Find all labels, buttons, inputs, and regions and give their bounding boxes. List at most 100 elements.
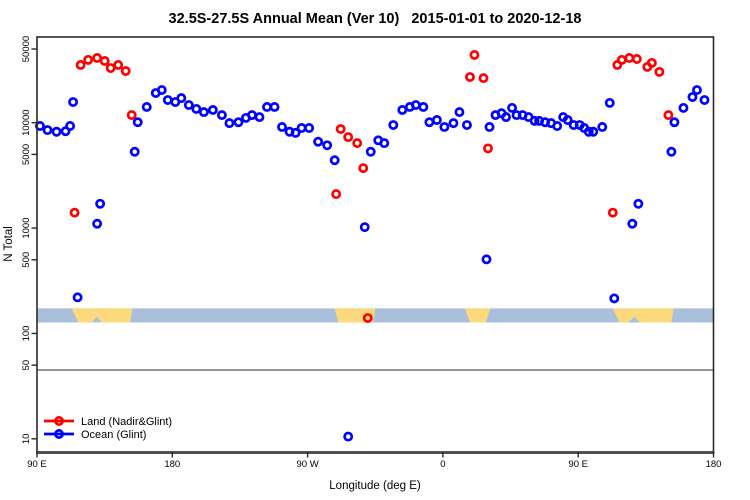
y-tick-label: 10	[21, 434, 32, 445]
ocean-point	[678, 102, 689, 113]
x-tick-label: 90 E	[27, 459, 47, 470]
ocean-point	[687, 92, 698, 103]
ocean-point	[162, 95, 173, 105]
x-tick-label: 90 E	[568, 459, 588, 470]
land-point	[92, 53, 103, 63]
land-point	[99, 56, 110, 66]
x-axis-ticks: 90 E 180 90 W 0 90 E 180	[27, 452, 721, 470]
land-point	[624, 53, 635, 63]
ocean-point	[247, 110, 257, 121]
ocean-point	[313, 136, 324, 147]
ocean-point	[448, 118, 459, 129]
ocean-point	[141, 101, 152, 112]
y-axis-label: N Total	[3, 226, 15, 262]
land-point	[352, 138, 363, 149]
land-point	[358, 163, 369, 174]
ocean-point	[431, 115, 442, 125]
y-tick-label: 50	[21, 360, 32, 371]
land-point	[607, 207, 618, 218]
ocean-point	[329, 155, 340, 166]
ocean-point	[51, 126, 62, 137]
land-point	[478, 73, 489, 84]
ocean-point	[65, 121, 76, 131]
plot-border	[36, 36, 715, 454]
ocean-point	[42, 125, 53, 136]
land-point	[483, 143, 493, 154]
x-tick-label: 180	[706, 459, 722, 470]
ocean-point	[343, 431, 354, 442]
legend-label: Ocean (Glint)	[81, 429, 146, 441]
land-point	[69, 207, 80, 218]
ocean-point	[597, 122, 608, 132]
ocean-point	[224, 118, 235, 129]
land-point	[75, 59, 86, 70]
ocean-point	[609, 293, 620, 304]
ocean-point	[666, 146, 677, 157]
ocean-point	[129, 146, 140, 157]
band-land-segment	[464, 308, 491, 323]
y-tick-label: 5000	[21, 144, 32, 165]
ocean-point	[484, 122, 495, 132]
land-point	[343, 132, 354, 143]
ocean-point	[633, 198, 644, 209]
x-tick-label: 180	[164, 459, 180, 470]
ocean-point	[95, 198, 106, 209]
x-axis-label: Longitude (deg E)	[329, 480, 421, 492]
ocean-point	[290, 127, 301, 138]
land-point	[105, 63, 116, 73]
y-tick-label: 10000	[21, 109, 32, 135]
ocean-point	[583, 126, 594, 137]
band-land-segment	[71, 308, 133, 323]
chart-title: 32.5S-27.5S Annual Mean (Ver 10) 2015-01…	[169, 11, 582, 27]
ocean-point	[132, 117, 143, 128]
land-point	[126, 110, 137, 121]
ocean-point	[296, 123, 307, 133]
ocean-point	[604, 97, 615, 108]
ocean-point	[501, 112, 511, 123]
y-axis-ticks: 10 50 100 500 1000 5000 10000 50000	[21, 36, 37, 444]
land-point	[663, 110, 674, 121]
land-point	[335, 124, 346, 134]
ocean-point	[72, 292, 83, 303]
band-land-segment	[612, 308, 674, 323]
legend: Land (Nadir&Glint)Ocean (Glint)	[44, 416, 172, 441]
land-point	[331, 189, 342, 200]
ocean-point	[156, 85, 167, 95]
ocean-point	[322, 140, 333, 151]
ocean-point	[397, 105, 408, 115]
band-ocean	[37, 308, 714, 323]
ocean-point	[588, 126, 599, 137]
ocean-point	[552, 121, 563, 131]
land-point	[616, 54, 627, 65]
ocean-point	[176, 93, 187, 104]
ocean-point	[692, 85, 702, 95]
land-point	[469, 50, 480, 60]
x-tick-label: 90 W	[297, 459, 319, 470]
ocean-point	[365, 146, 376, 157]
ocean-point	[183, 100, 194, 110]
ocean-point	[462, 120, 472, 130]
band-coast-notch	[91, 316, 102, 323]
ocean-point	[410, 100, 421, 110]
ocean-point	[424, 117, 435, 128]
ocean-point	[304, 123, 315, 133]
ocean-point	[439, 122, 450, 132]
land-point	[120, 66, 131, 76]
data-points	[35, 50, 710, 442]
land-point	[362, 313, 373, 323]
ocean-point	[562, 115, 573, 125]
ocean-point	[233, 117, 244, 128]
ocean-point	[418, 101, 429, 112]
ocean-point	[699, 95, 710, 105]
ocean-point	[507, 102, 518, 113]
legend-point-marker	[54, 416, 64, 426]
ocean-point	[388, 120, 399, 130]
land-point	[113, 59, 124, 70]
ocean-point	[269, 101, 280, 112]
ocean-point	[669, 117, 680, 128]
ocean-point	[92, 218, 103, 229]
ocean-point	[191, 103, 202, 114]
legend-label: Land (Nadir&Glint)	[81, 416, 172, 428]
